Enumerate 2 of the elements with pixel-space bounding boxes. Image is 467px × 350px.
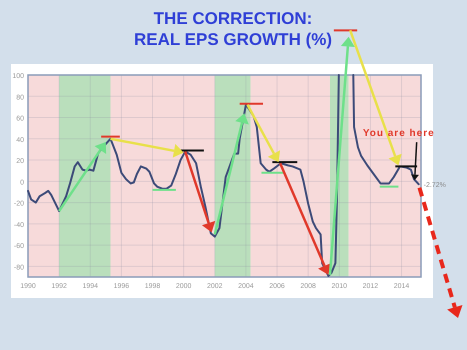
chart-subtitle: REAL EPS GROWTH (%) (134, 30, 332, 49)
chart-title: THE CORRECTION: (154, 9, 312, 28)
